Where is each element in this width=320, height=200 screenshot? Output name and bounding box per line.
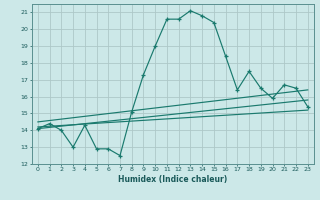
X-axis label: Humidex (Indice chaleur): Humidex (Indice chaleur) (118, 175, 228, 184)
